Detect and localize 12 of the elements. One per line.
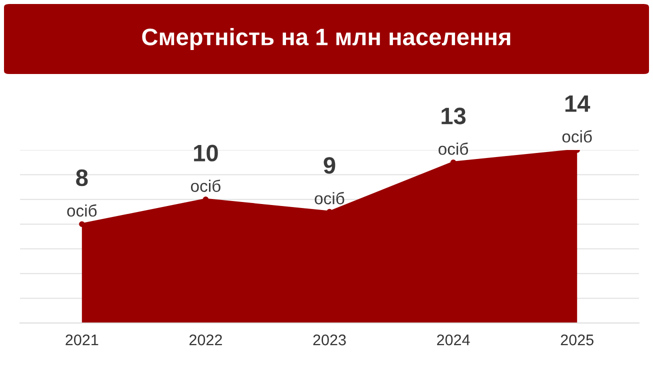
x-tick-label: 2024 [437,334,470,346]
data-label: 10 осіб [190,144,220,192]
data-label: 13 осіб [438,108,468,155]
x-tick-label: 2022 [189,334,222,346]
x-tick-label: 2021 [66,334,98,346]
chart-title: Смертність на 1 млн населення [142,28,510,50]
x-tick-label: 2025 [560,334,594,346]
data-label: 14 осіб [562,96,592,143]
data-label: 8 осіб [67,169,97,217]
data-label: 9 осіб [314,157,344,204]
x-tick-label: 2023 [313,334,346,346]
point [79,221,85,228]
